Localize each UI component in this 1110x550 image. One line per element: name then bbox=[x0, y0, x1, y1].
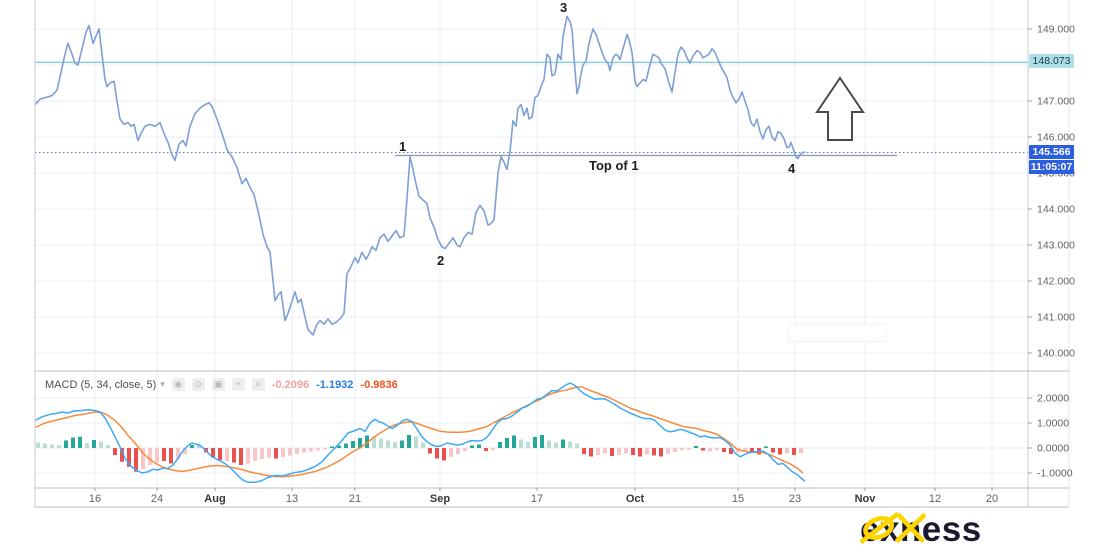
svg-text:2.0000: 2.0000 bbox=[1037, 393, 1069, 405]
hide-icon[interactable]: ◉ bbox=[171, 378, 185, 391]
svg-text:143.000: 143.000 bbox=[1037, 240, 1075, 252]
countdown-tag: 11:05:07 bbox=[1029, 160, 1074, 174]
current-price-tag: 145.566 bbox=[1029, 145, 1074, 159]
settings-icon[interactable]: ⊙ bbox=[191, 378, 205, 391]
wave-label-1[interactable]: 1 bbox=[399, 139, 407, 154]
price-series-layer bbox=[34, 15, 806, 336]
source-icon[interactable]: ▣ bbox=[211, 378, 225, 391]
close-icon[interactable]: × bbox=[251, 378, 265, 391]
exness-logo: exness bbox=[860, 510, 982, 550]
up-arrow-shape bbox=[815, 76, 865, 141]
svg-text:142.000: 142.000 bbox=[1037, 276, 1075, 288]
svg-text:12: 12 bbox=[929, 493, 941, 505]
grid-layer bbox=[35, 0, 1028, 488]
exness-logo-icon bbox=[860, 511, 926, 545]
svg-text:23: 23 bbox=[789, 493, 801, 505]
svg-text:Aug: Aug bbox=[204, 493, 225, 505]
macd-header: MACD (5, 34, close, 5) ▾ ◉ ⊙ ▣ + × -0.20… bbox=[45, 378, 398, 391]
axis-layer: 149.000147.000146.000145.000144.000143.0… bbox=[89, 24, 1075, 506]
svg-text:Nov: Nov bbox=[855, 493, 877, 505]
macd-signal-value: -0.9836 bbox=[360, 378, 398, 391]
macd-indicator-label[interactable]: MACD (5, 34, close, 5) bbox=[45, 378, 157, 391]
chevron-down-icon[interactable]: ▾ bbox=[160, 379, 165, 389]
watermark-patch bbox=[788, 324, 887, 342]
up-arrow-annotation[interactable] bbox=[810, 72, 872, 144]
svg-text:16: 16 bbox=[89, 493, 101, 505]
svg-text:149.000: 149.000 bbox=[1037, 24, 1075, 36]
svg-text:Oct: Oct bbox=[626, 493, 645, 505]
svg-text:17: 17 bbox=[531, 493, 543, 505]
svg-text:141.000: 141.000 bbox=[1037, 312, 1075, 324]
macd-layer bbox=[34, 382, 806, 484]
add-icon[interactable]: + bbox=[231, 378, 245, 391]
svg-text:20: 20 bbox=[986, 493, 998, 505]
svg-text:146.000: 146.000 bbox=[1037, 132, 1075, 144]
wave-label-4[interactable]: 4 bbox=[788, 161, 796, 176]
svg-text:24: 24 bbox=[151, 493, 163, 505]
wave-label-3[interactable]: 3 bbox=[560, 0, 568, 15]
svg-text:0.0000: 0.0000 bbox=[1037, 443, 1069, 455]
wave-label-2[interactable]: 2 bbox=[437, 253, 445, 268]
svg-text:147.000: 147.000 bbox=[1037, 96, 1075, 108]
svg-text:15: 15 bbox=[732, 493, 744, 505]
svg-text:1.0000: 1.0000 bbox=[1037, 418, 1069, 430]
svg-text:-1.0000: -1.0000 bbox=[1037, 468, 1073, 480]
svg-text:21: 21 bbox=[349, 493, 361, 505]
macd-histogram-value: -0.2096 bbox=[271, 378, 310, 391]
top-of-1-label[interactable]: Top of 1 bbox=[589, 158, 639, 173]
svg-text:Sep: Sep bbox=[430, 493, 450, 505]
macd-line-value: -1.1932 bbox=[316, 378, 354, 391]
svg-text:144.000: 144.000 bbox=[1037, 204, 1075, 216]
level-lines-layer bbox=[35, 61, 1028, 157]
svg-text:140.000: 140.000 bbox=[1037, 348, 1075, 360]
resistance-price-tag: 148.073 bbox=[1029, 54, 1074, 68]
svg-text:13: 13 bbox=[286, 493, 298, 505]
